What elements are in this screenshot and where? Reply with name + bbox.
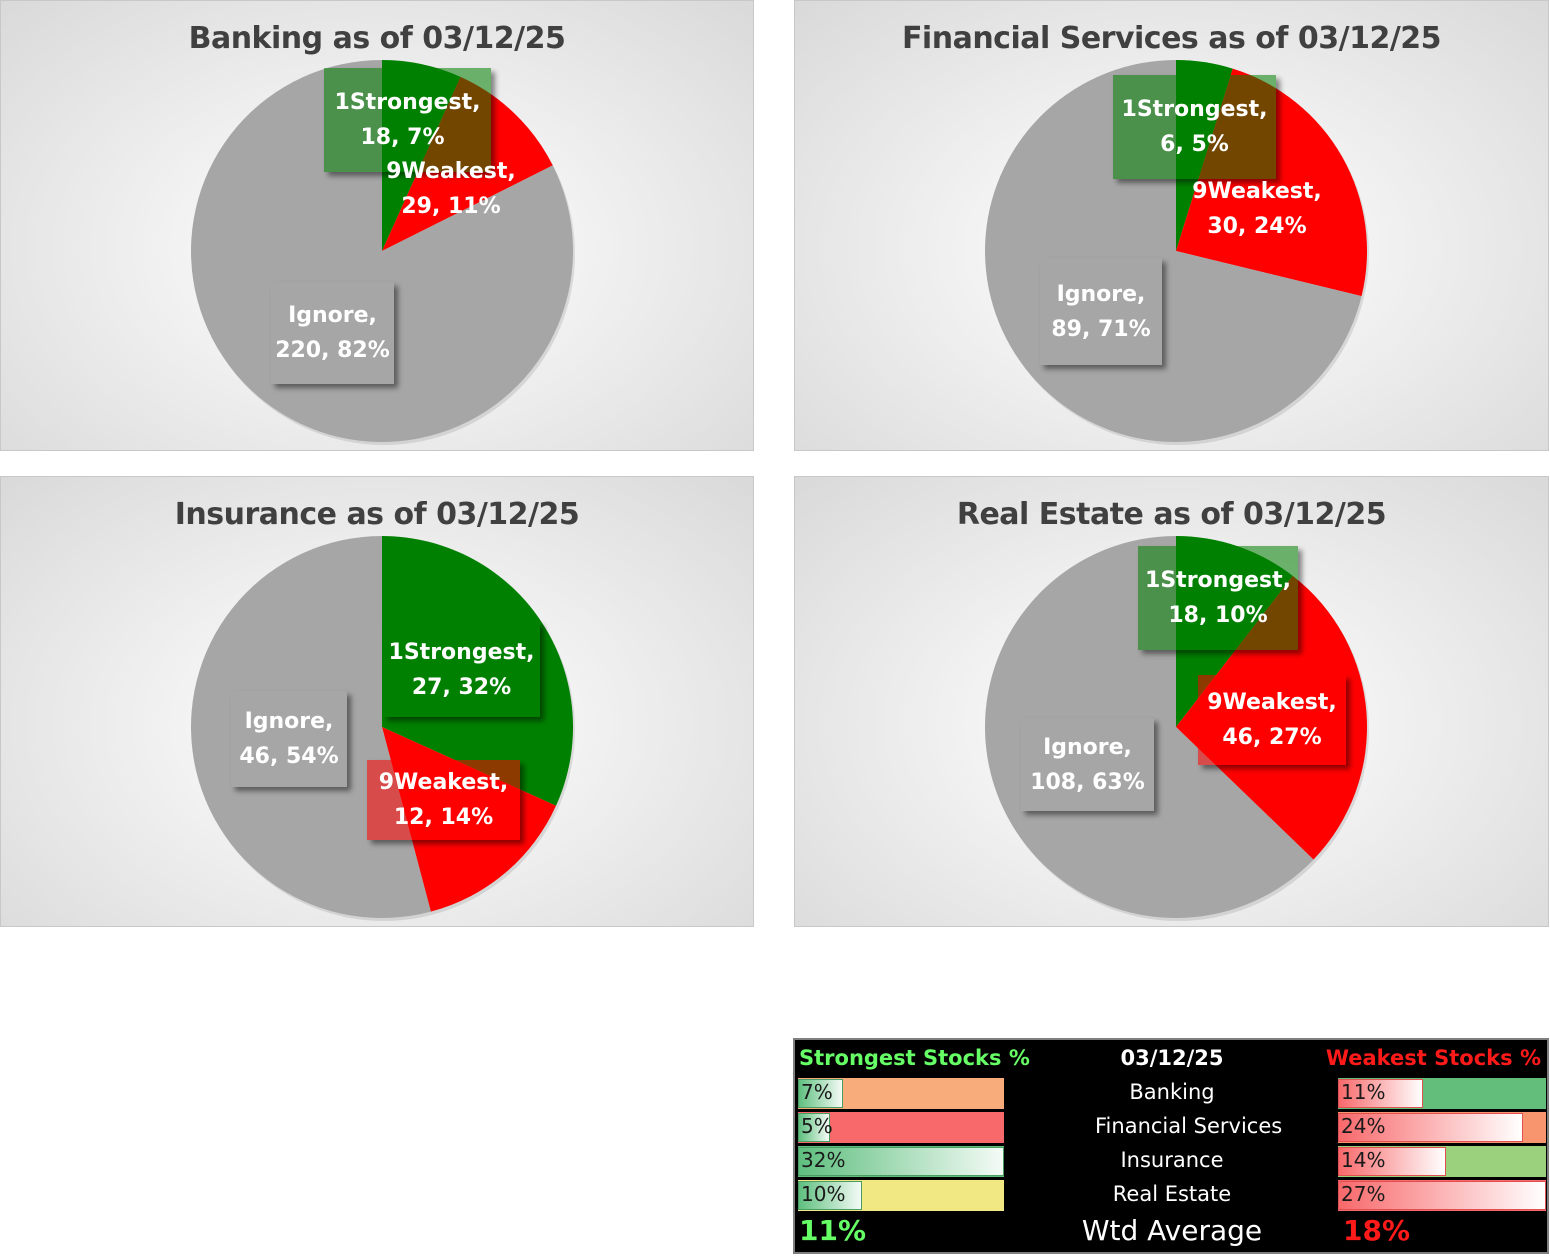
pie-panel-insurance: Insurance as of 03/12/25 1Strongest, 27, … <box>0 476 754 927</box>
summary-table: Strongest Stocks % 03/12/25 Weakest Stoc… <box>793 1038 1549 1254</box>
weighted-average-strongest: 11% <box>799 1214 867 1247</box>
weakest-value: 24% <box>1341 1114 1386 1138</box>
sector-label: Real Estate <box>1112 1182 1232 1206</box>
data-label-ignore: Ignore, 46, 54% <box>231 691 347 787</box>
data-label-strongest: 1Strongest, 18, 10% <box>1138 546 1298 650</box>
strongest-cell: 32% <box>798 1146 1004 1177</box>
strongest-cell: 5% <box>798 1112 1004 1143</box>
chart-title: Insurance as of 03/12/25 <box>174 497 580 532</box>
weakest-databar <box>1338 1181 1546 1210</box>
weakest-cell: 27% <box>1338 1180 1546 1211</box>
data-label-weakest: 9Weakest, 12, 14% <box>367 760 520 840</box>
chart-title: Banking as of 03/12/25 <box>188 21 566 56</box>
date-header: 03/12/25 <box>1120 1046 1224 1070</box>
data-label-weakest: 9Weakest, 30, 24% <box>1192 178 1322 239</box>
strongest-databar <box>798 1181 862 1210</box>
weakest-header: Weakest Stocks % <box>1325 1046 1541 1070</box>
data-label-ignore: Ignore, 220, 82% <box>271 282 394 384</box>
pie-chart-real-estate <box>985 536 1369 921</box>
pie-chart-insurance <box>191 536 575 921</box>
weakest-databar <box>1338 1113 1523 1142</box>
data-label-strongest: 1Strongest, 27, 32% <box>383 622 540 717</box>
strongest-databar <box>798 1079 843 1108</box>
sector-label: Banking <box>1129 1080 1215 1104</box>
sector-label: Insurance <box>1120 1148 1224 1172</box>
weakest-value: 27% <box>1341 1182 1386 1206</box>
weakest-cell: 14% <box>1338 1146 1546 1177</box>
data-label-ignore: Ignore, 108, 63% <box>1021 718 1154 811</box>
weakest-value: 14% <box>1341 1148 1386 1172</box>
data-label-weakest: 9Weakest, 46, 27% <box>1198 675 1346 765</box>
chart-title: Financial Services as of 03/12/25 <box>901 21 1442 56</box>
weighted-average-weakest: 18% <box>1343 1214 1411 1247</box>
strongest-header: Strongest Stocks % <box>799 1046 1030 1070</box>
strongest-databar <box>798 1113 830 1142</box>
weakest-value: 11% <box>1341 1080 1386 1104</box>
strongest-value: 32% <box>801 1148 846 1172</box>
strongest-databar <box>798 1147 1004 1176</box>
data-label-strongest: 1Strongest, 6, 5% <box>1113 75 1276 179</box>
weighted-average-label: Wtd Average <box>1081 1214 1263 1247</box>
pie-chart-financial-services <box>985 60 1369 445</box>
strongest-value: 7% <box>801 1080 833 1104</box>
sector-label: Financial Services <box>1095 1114 1283 1138</box>
weakest-cell: 11% <box>1338 1078 1546 1109</box>
pie-panel-banking: Banking as of 03/12/25 Ignore, 220, 82% 1… <box>0 0 754 451</box>
data-label-ignore: Ignore, 89, 71% <box>1040 258 1162 365</box>
strongest-value: 5% <box>801 1114 833 1138</box>
chart-title: Real Estate as of 03/12/25 <box>956 497 1387 532</box>
weakest-cell: 24% <box>1338 1112 1546 1143</box>
strongest-cell: 10% <box>798 1180 1004 1211</box>
pie-panel-real-estate: Real Estate as of 03/12/25 1Strongest, 18… <box>794 476 1549 927</box>
data-label-weakest: 9Weakest, 29, 11% <box>386 158 516 219</box>
data-label-strongest: 1Strongest, 18, 7% <box>324 68 491 172</box>
weakest-databar <box>1338 1079 1423 1108</box>
strongest-cell: 7% <box>798 1078 1004 1109</box>
weakest-databar <box>1338 1147 1446 1176</box>
strongest-value: 10% <box>801 1182 846 1206</box>
pie-panel-financial-services: Financial Services as of 03/12/25 1Stron… <box>794 0 1549 451</box>
